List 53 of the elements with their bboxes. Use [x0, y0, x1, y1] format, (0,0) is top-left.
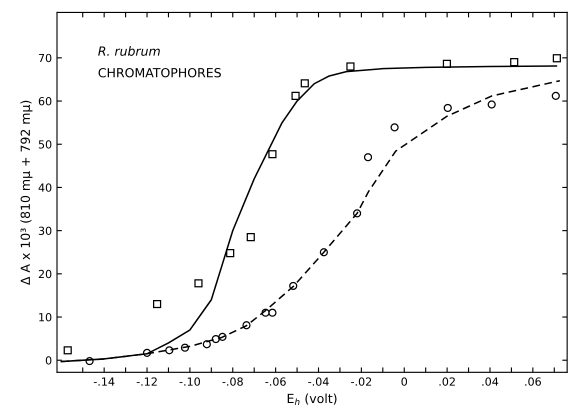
x-tick-label: -.06	[265, 377, 286, 386]
point	[268, 308, 277, 317]
point	[289, 282, 298, 290]
point	[346, 62, 355, 71]
point	[488, 100, 496, 109]
x-tick-label: -.14	[94, 378, 114, 386]
y-axis-title: Δ A x 10³ (810 mμ + 792 mμ)	[20, 100, 32, 286]
y-tick-label: 50	[38, 140, 52, 149]
point	[246, 233, 255, 242]
point	[212, 334, 220, 344]
y-tick-label: 30	[38, 226, 52, 236]
point	[552, 92, 560, 100]
point	[165, 346, 174, 354]
point	[142, 348, 152, 357]
point	[202, 340, 211, 348]
x-tick-label: 0	[401, 377, 408, 386]
point	[218, 332, 227, 341]
point	[552, 54, 561, 62]
point	[180, 344, 190, 352]
point	[226, 248, 234, 258]
point	[444, 104, 452, 112]
point	[268, 150, 277, 158]
point	[320, 248, 328, 256]
point	[291, 92, 300, 100]
point	[194, 279, 203, 288]
x-tick-label: -.02	[351, 377, 372, 386]
y-tick-label: 20	[38, 270, 52, 278]
x-tick-label: -.10	[180, 377, 200, 386]
point	[364, 153, 372, 162]
point	[510, 58, 518, 66]
x-tick-label: .02	[439, 377, 455, 386]
y-tick-label: 0	[46, 356, 52, 365]
x-tick-label: .06	[525, 377, 541, 386]
annotation: R. rubrum	[98, 46, 160, 56]
point	[153, 300, 162, 308]
point	[442, 60, 451, 68]
point	[300, 79, 309, 88]
x-tick-label: .04	[482, 377, 498, 386]
point	[390, 123, 399, 132]
point	[352, 209, 362, 218]
point	[242, 321, 251, 330]
y-tick-label: 70	[38, 54, 52, 62]
point	[85, 356, 94, 366]
x-tick-label: -.04	[308, 377, 329, 386]
y-tick-label: 40	[38, 183, 52, 192]
x-tick-label: -.12	[136, 377, 157, 386]
point	[261, 308, 270, 317]
y-tick-label: 60	[38, 97, 52, 106]
x-axis-title: E$_{h}$ (volt)	[288, 393, 336, 406]
x-tick-label: -.08	[222, 377, 243, 386]
annotation: CHROMATOPHORES	[98, 68, 221, 78]
point	[64, 346, 72, 354]
y-tick-label: 10	[39, 313, 52, 322]
